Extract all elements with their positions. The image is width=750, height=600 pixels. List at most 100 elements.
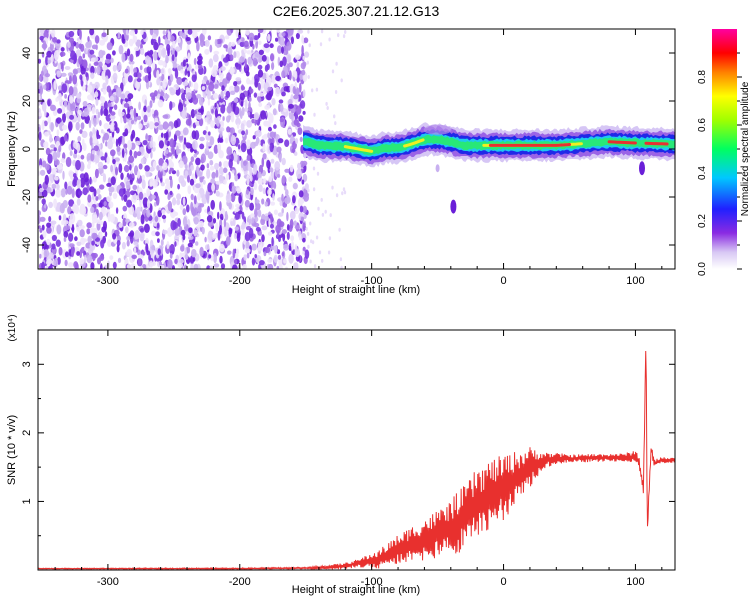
y-tick-label: 2 xyxy=(21,430,33,436)
noise-blob xyxy=(156,78,161,86)
noise-blob xyxy=(75,49,81,58)
noise-blob xyxy=(251,243,257,251)
noise-blob xyxy=(281,208,285,214)
noise-blob xyxy=(87,235,92,244)
noise-blob xyxy=(226,115,231,123)
noise-blob xyxy=(105,53,112,61)
noise-blob xyxy=(167,194,171,201)
noise-blob xyxy=(90,72,95,79)
noise-blob xyxy=(151,245,156,251)
noise-blob xyxy=(118,163,123,174)
noise-blob xyxy=(68,86,74,96)
noise-blob xyxy=(143,114,148,123)
noise-blob xyxy=(137,115,142,121)
noise-blob xyxy=(317,206,320,211)
noise-blob xyxy=(245,240,250,251)
noise-blob xyxy=(282,45,288,56)
y-tick-label: -40 xyxy=(21,237,33,253)
noise-blob xyxy=(226,146,233,156)
noise-blob xyxy=(258,92,265,97)
noise-blob xyxy=(283,243,289,251)
noise-blob xyxy=(76,93,82,99)
noise-blob xyxy=(64,181,68,190)
carrier-core xyxy=(343,145,374,153)
noise-blob xyxy=(179,204,184,211)
noise-blob xyxy=(60,158,66,164)
noise-blob xyxy=(169,252,173,259)
noise-blob xyxy=(38,131,42,141)
noise-blob xyxy=(75,159,81,171)
noise-blob xyxy=(212,233,217,239)
noise-blob xyxy=(283,185,287,191)
noise-blob xyxy=(63,134,68,142)
noise-blob xyxy=(190,263,194,269)
noise-blob xyxy=(285,266,288,269)
snr-panel: -300 -200 -100 0 100 1 2 3 Height of straight … xyxy=(6,314,676,596)
noise-blob xyxy=(286,224,290,231)
noise-blob xyxy=(134,46,140,52)
noise-blob xyxy=(102,65,108,71)
noise-blob xyxy=(301,45,304,56)
noise-blob xyxy=(232,248,236,259)
noise-blob xyxy=(299,205,304,213)
noise-blob xyxy=(107,102,112,108)
noise-blob xyxy=(39,227,43,233)
noise-blob xyxy=(244,199,250,208)
noise-blob xyxy=(237,144,241,150)
noise-blob xyxy=(103,201,107,207)
noise-blob xyxy=(220,66,226,72)
carrier-core xyxy=(488,143,571,147)
noise-blob xyxy=(184,163,188,170)
noise-blob xyxy=(234,211,240,220)
noise-blob xyxy=(217,147,222,154)
noise-blob xyxy=(135,140,141,146)
noise-blob xyxy=(148,253,152,261)
carrier-core xyxy=(403,138,425,148)
noise-blob xyxy=(129,190,136,196)
noise-blob xyxy=(176,193,182,201)
noise-blob xyxy=(90,65,95,75)
noise-blob xyxy=(278,99,284,104)
noise-blob xyxy=(171,145,175,155)
noise-blob xyxy=(92,133,95,141)
noise-blob xyxy=(313,112,316,117)
noise-blob xyxy=(160,68,165,74)
noise-blob xyxy=(39,216,46,222)
noise-blob xyxy=(340,78,343,83)
colorbar-tick-label: 0.6 xyxy=(697,118,708,132)
noise-blob xyxy=(197,64,203,70)
noise-blob xyxy=(91,232,98,240)
noise-blob xyxy=(148,121,155,130)
noise-blob xyxy=(118,108,122,117)
noise-blob xyxy=(189,178,195,186)
noise-blob xyxy=(198,117,204,127)
noise-blob xyxy=(91,44,98,50)
noise-blob xyxy=(277,173,281,178)
noise-blob xyxy=(210,199,215,210)
noise-blob xyxy=(154,117,159,123)
noise-blob xyxy=(94,154,100,164)
noise-blob xyxy=(265,246,271,253)
noise-blob xyxy=(83,172,89,183)
noise-blob xyxy=(243,40,249,48)
noise-blob xyxy=(89,227,94,234)
noise-blob xyxy=(110,164,114,173)
noise-blob xyxy=(216,38,222,45)
noise-blob xyxy=(205,244,210,251)
noise-blob xyxy=(94,56,99,62)
noise-blob xyxy=(123,194,128,202)
noise-blob xyxy=(239,92,245,101)
noise-blob xyxy=(187,175,190,183)
noise-blob xyxy=(151,108,155,115)
noise-blob xyxy=(213,50,220,55)
noise-blob xyxy=(99,231,103,239)
noise-blob xyxy=(132,184,138,190)
noise-blob xyxy=(122,29,127,34)
noise-blob xyxy=(116,244,120,253)
noise-blob xyxy=(138,258,142,266)
noise-blob xyxy=(86,163,91,170)
noise-blob xyxy=(66,102,71,111)
noise-blob xyxy=(219,213,224,221)
noise-blob xyxy=(42,230,47,239)
noise-blob xyxy=(194,207,198,216)
